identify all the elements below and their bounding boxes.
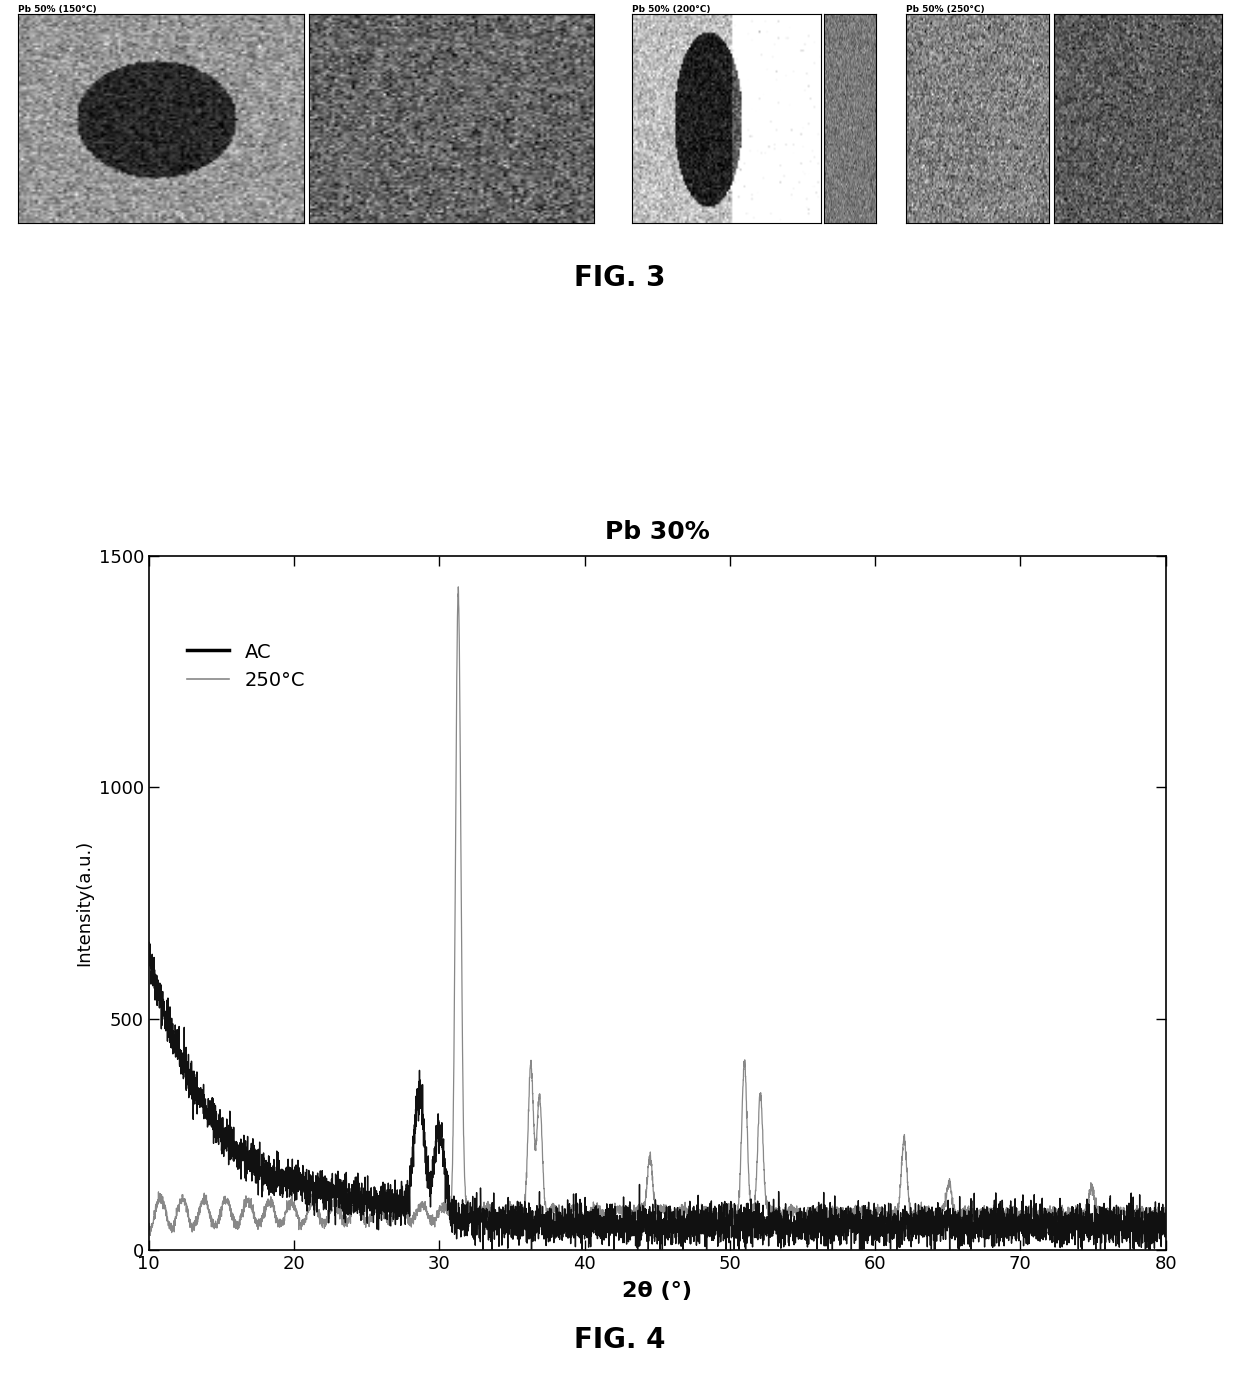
250°C xyxy=(141,1221,156,1238)
250°C xyxy=(388,1204,403,1221)
AC xyxy=(525,1225,539,1242)
250°C xyxy=(1158,1201,1173,1218)
250°C xyxy=(1151,1199,1166,1215)
AC xyxy=(475,1242,490,1258)
250°C xyxy=(378,1204,393,1221)
AC xyxy=(1151,1208,1166,1225)
250°C xyxy=(451,579,466,596)
250°C xyxy=(383,1213,398,1229)
AC xyxy=(388,1195,403,1211)
Line: AC: AC xyxy=(149,942,1166,1250)
Line: 250°C: 250°C xyxy=(149,588,1166,1235)
Text: FIG. 3: FIG. 3 xyxy=(574,264,666,292)
AC xyxy=(141,933,156,950)
AC xyxy=(141,942,156,958)
Title: Pb 30%: Pb 30% xyxy=(605,519,709,544)
250°C xyxy=(525,1072,539,1089)
Text: FIG. 4: FIG. 4 xyxy=(574,1326,666,1354)
250°C xyxy=(598,1207,613,1224)
250°C xyxy=(143,1226,157,1243)
AC xyxy=(383,1176,398,1193)
AC xyxy=(598,1226,613,1243)
X-axis label: 2θ (°): 2θ (°) xyxy=(622,1281,692,1301)
Legend: AC, 250°C: AC, 250°C xyxy=(179,635,314,699)
AC xyxy=(1158,1228,1173,1245)
AC xyxy=(378,1200,393,1217)
Y-axis label: Intensity(a.u.): Intensity(a.u.) xyxy=(74,840,93,965)
